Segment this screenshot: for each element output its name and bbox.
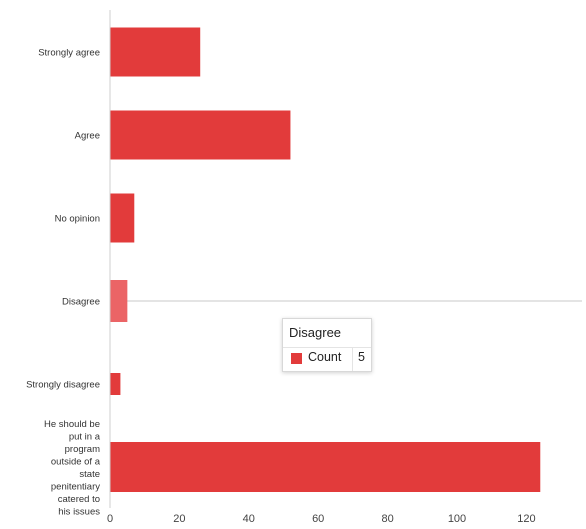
bar-1	[110, 110, 291, 160]
x-tick-label-1: 20	[173, 513, 185, 525]
hover-tooltip: Disagree Count 5	[282, 318, 372, 372]
x-tick-label-5: 100	[448, 513, 466, 525]
tooltip-value: 5	[358, 350, 365, 364]
x-tick-label-4: 80	[381, 513, 393, 525]
x-tick-label-2: 40	[243, 513, 255, 525]
tooltip-swatch	[291, 353, 302, 364]
category-label-2: No opinion	[55, 214, 100, 225]
x-tick-label-3: 60	[312, 513, 324, 525]
tooltip-divider	[283, 347, 371, 348]
category-label-3: Disagree	[62, 297, 100, 308]
bars-layer	[110, 27, 541, 492]
bar-2	[110, 193, 135, 243]
category-label-4: Strongly disagree	[26, 380, 100, 391]
tooltip-title: Disagree	[289, 325, 342, 340]
category-label-0: Strongly agree	[38, 48, 100, 59]
bar-0	[110, 27, 201, 77]
bar-4	[110, 373, 121, 395]
x-tick-label-6: 120	[517, 513, 535, 525]
bar-3	[110, 280, 128, 322]
bar-5	[110, 442, 541, 492]
category-label-1: Agree	[75, 131, 100, 142]
tooltip-separator	[352, 348, 353, 371]
tick-labels-layer: 0 20 40 60 80 100 120	[107, 513, 536, 525]
tooltip-series-key: Count	[308, 350, 342, 364]
category-labels-layer: Strongly agree Agree No opinion Disagree Str…	[26, 48, 101, 518]
x-tick-label-0: 0	[107, 513, 113, 525]
